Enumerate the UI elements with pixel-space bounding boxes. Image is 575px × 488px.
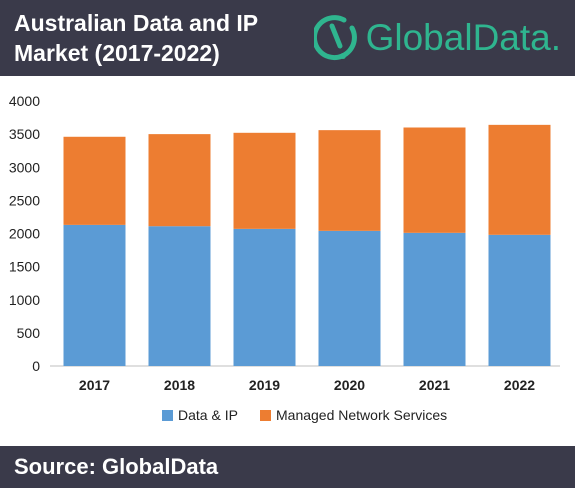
stacked-bar-chart: 0 500 1000 1500 2000 2500 3000 3500 4000 2017 2018… xyxy=(9,93,560,423)
x-tick-label: 2017 xyxy=(79,377,110,393)
title-line-1: Australian Data and IP xyxy=(14,10,259,36)
chart-area: 0 500 1000 1500 2000 2500 3000 3500 4000 2017 2018… xyxy=(0,76,575,446)
bar-managed-network-services-2020 xyxy=(318,130,381,231)
footer-banner: Source: GlobalData xyxy=(0,446,575,488)
y-tick-label: 2500 xyxy=(9,192,40,208)
globaldata-logo: GlobalData. xyxy=(313,12,561,64)
bar-managed-network-services-2017 xyxy=(63,136,126,225)
legend-swatch-managed-network-services xyxy=(260,410,271,421)
bar-data-ip-2017 xyxy=(63,224,126,366)
bar-managed-network-services-2022 xyxy=(488,124,551,235)
legend-label-data-ip: Data & IP xyxy=(178,407,238,423)
y-tick-label: 1000 xyxy=(9,292,40,308)
legend-swatch-data-ip xyxy=(162,410,173,421)
bar-managed-network-services-2018 xyxy=(148,134,211,227)
x-tick-label: 2018 xyxy=(164,377,195,393)
bar-managed-network-services-2021 xyxy=(403,127,466,233)
x-tick-label: 2021 xyxy=(419,377,450,393)
bar-data-ip-2019 xyxy=(233,228,296,366)
y-tick-label: 2000 xyxy=(9,226,40,242)
globaldata-logo-icon xyxy=(313,15,357,61)
chart-title: Australian Data and IP Market (2017-2022… xyxy=(14,8,274,68)
source-label: Source: GlobalData xyxy=(14,454,219,479)
y-tick-label: 1500 xyxy=(9,259,40,275)
bar-managed-network-services-2019 xyxy=(233,132,296,229)
header-banner: Australian Data and IP Market (2017-2022… xyxy=(0,0,575,76)
x-tick-label: 2020 xyxy=(334,377,365,393)
y-tick-label: 3500 xyxy=(9,126,40,142)
y-tick-label: 4000 xyxy=(9,93,40,109)
y-tick-label: 3000 xyxy=(9,159,40,175)
x-tick-label: 2022 xyxy=(504,377,535,393)
legend-label-managed-network-services: Managed Network Services xyxy=(276,407,447,423)
logo-text: GlobalData. xyxy=(365,17,561,58)
x-tick-label: 2019 xyxy=(249,377,280,393)
title-line-2: Market (2017-2022) xyxy=(14,40,220,66)
bar-data-ip-2018 xyxy=(148,226,211,366)
bar-data-ip-2022 xyxy=(488,234,551,366)
y-tick-label: 0 xyxy=(32,358,40,374)
bar-data-ip-2020 xyxy=(318,230,381,366)
y-tick-label: 500 xyxy=(17,325,41,341)
bar-data-ip-2021 xyxy=(403,232,466,366)
